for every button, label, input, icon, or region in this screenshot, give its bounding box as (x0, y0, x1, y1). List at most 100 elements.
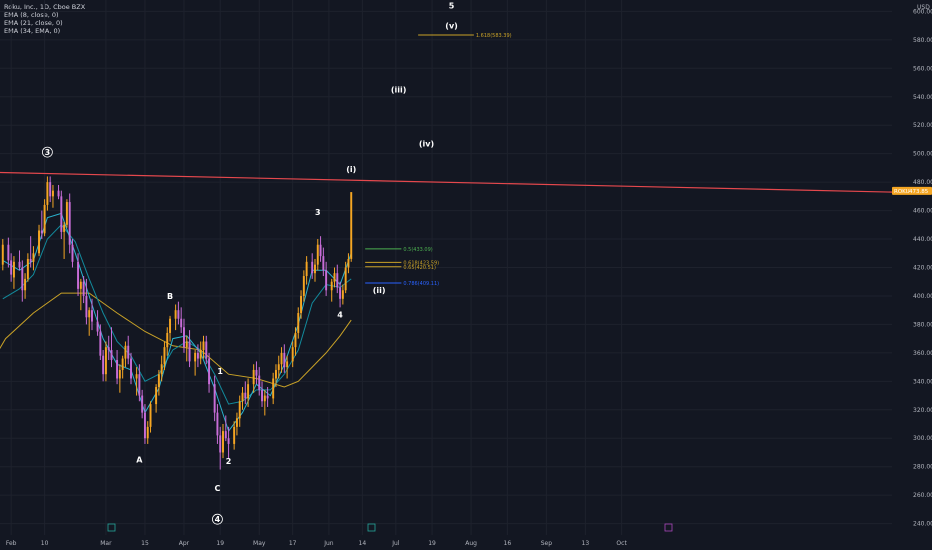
candle-body (350, 192, 353, 259)
current-price-tag[interactable]: ROKU 473.85 (892, 186, 932, 195)
candle-body (110, 350, 113, 360)
candle-body (347, 258, 350, 268)
candle-body (182, 327, 185, 348)
candle-body (202, 341, 205, 351)
candle (124, 341, 127, 368)
candle (130, 352, 132, 385)
candle-body (118, 369, 121, 379)
y-tick-label: 520.00 (913, 122, 932, 129)
candle (12, 256, 15, 289)
wave-label: (iii) (391, 85, 407, 94)
candle (316, 239, 319, 271)
candle (344, 261, 347, 294)
candle (110, 327, 113, 368)
candle (196, 344, 199, 368)
candle-body (224, 431, 227, 439)
candle (266, 387, 269, 407)
candle-body (79, 281, 82, 289)
y-tick-label: 300.00 (913, 435, 932, 442)
wave-label: 1 (217, 367, 223, 376)
candle (277, 355, 280, 379)
candle-body (311, 261, 314, 274)
candle-body (247, 384, 250, 399)
candle (274, 364, 277, 388)
candle-body (341, 290, 344, 299)
candle-body (77, 261, 80, 289)
candle-body (127, 345, 130, 359)
candle (280, 347, 283, 373)
y-tick-label: 240.00 (913, 521, 932, 528)
y-tick-label: 280.00 (913, 464, 932, 471)
candle (199, 341, 202, 365)
time-axis: Feb 10 Mar 15 Apr 19 May 17 Jun 14 Jul 19 Aug 16 Sep 13… (6, 540, 628, 547)
candle (107, 335, 110, 360)
candle (7, 237, 10, 268)
candle-body (205, 341, 208, 359)
candle (116, 350, 119, 385)
candle-body (241, 392, 244, 402)
candle-body (219, 435, 222, 453)
legend-ema8[interactable]: EMA (8, close, 0) (4, 11, 59, 19)
candle-body (1, 244, 4, 265)
wave-text: 1 (217, 367, 223, 376)
candle (1, 239, 4, 271)
candle (163, 341, 166, 370)
candle (305, 256, 308, 285)
earnings-marker-3[interactable] (664, 523, 673, 532)
candle (96, 310, 99, 336)
candle-body (213, 384, 216, 413)
candle (283, 344, 286, 373)
wave-label: C (214, 484, 220, 493)
wave-label: (iv) (419, 140, 434, 149)
candle-body (185, 341, 188, 348)
chart-grid (0, 0, 892, 535)
candle (21, 260, 24, 302)
candle-body (102, 355, 105, 375)
candle (88, 307, 91, 336)
candle-body (166, 332, 169, 348)
candle-body (316, 244, 319, 265)
y-tick-label: 440.00 (913, 236, 932, 243)
candle-body (160, 364, 163, 375)
x-tick-label: 10 (41, 540, 49, 547)
candle-body (196, 352, 199, 359)
candle (60, 190, 63, 240)
legend-ema34[interactable]: EMA (34, EMA, 0) (4, 27, 61, 35)
candle-body (280, 352, 283, 365)
candle (127, 335, 130, 365)
candle-body (26, 258, 29, 279)
candle (118, 364, 121, 393)
legend-ema21[interactable]: EMA (21, close, 0) (4, 19, 63, 27)
candle (180, 307, 183, 333)
candle (322, 247, 325, 277)
earnings-marker-2[interactable] (367, 523, 376, 532)
y-tick-label: 600.00 (913, 8, 932, 15)
candle-body (208, 358, 211, 385)
candle (238, 395, 241, 427)
candle-body (60, 196, 63, 232)
candle (46, 176, 49, 211)
candle (157, 369, 160, 396)
wave-text: 4 (337, 310, 343, 319)
y-tick-label: 580.00 (913, 37, 932, 44)
candle-body (330, 281, 333, 291)
candle (146, 421, 149, 444)
candle (68, 193, 71, 254)
wave-label: 2 (226, 457, 232, 466)
candle-body (51, 190, 54, 197)
y-tick-label: 340.00 (913, 378, 932, 385)
wave-labels: 3 A B C 4 1 2 3 4 (i) (ii) (iii) (iv) (v) 5 (41, 2, 458, 525)
candle-body (244, 392, 247, 399)
wave-label: (v) (445, 21, 458, 30)
candle-body (227, 438, 230, 444)
candle (252, 364, 255, 393)
earnings-marker-1[interactable] (107, 523, 116, 532)
candle (143, 404, 146, 444)
wave-circle (41, 146, 53, 158)
candle (85, 278, 88, 325)
candle (29, 236, 32, 268)
x-tick-label: Mar (100, 540, 112, 547)
x-tick-label: 13 (582, 540, 590, 547)
candle-body (336, 273, 339, 288)
